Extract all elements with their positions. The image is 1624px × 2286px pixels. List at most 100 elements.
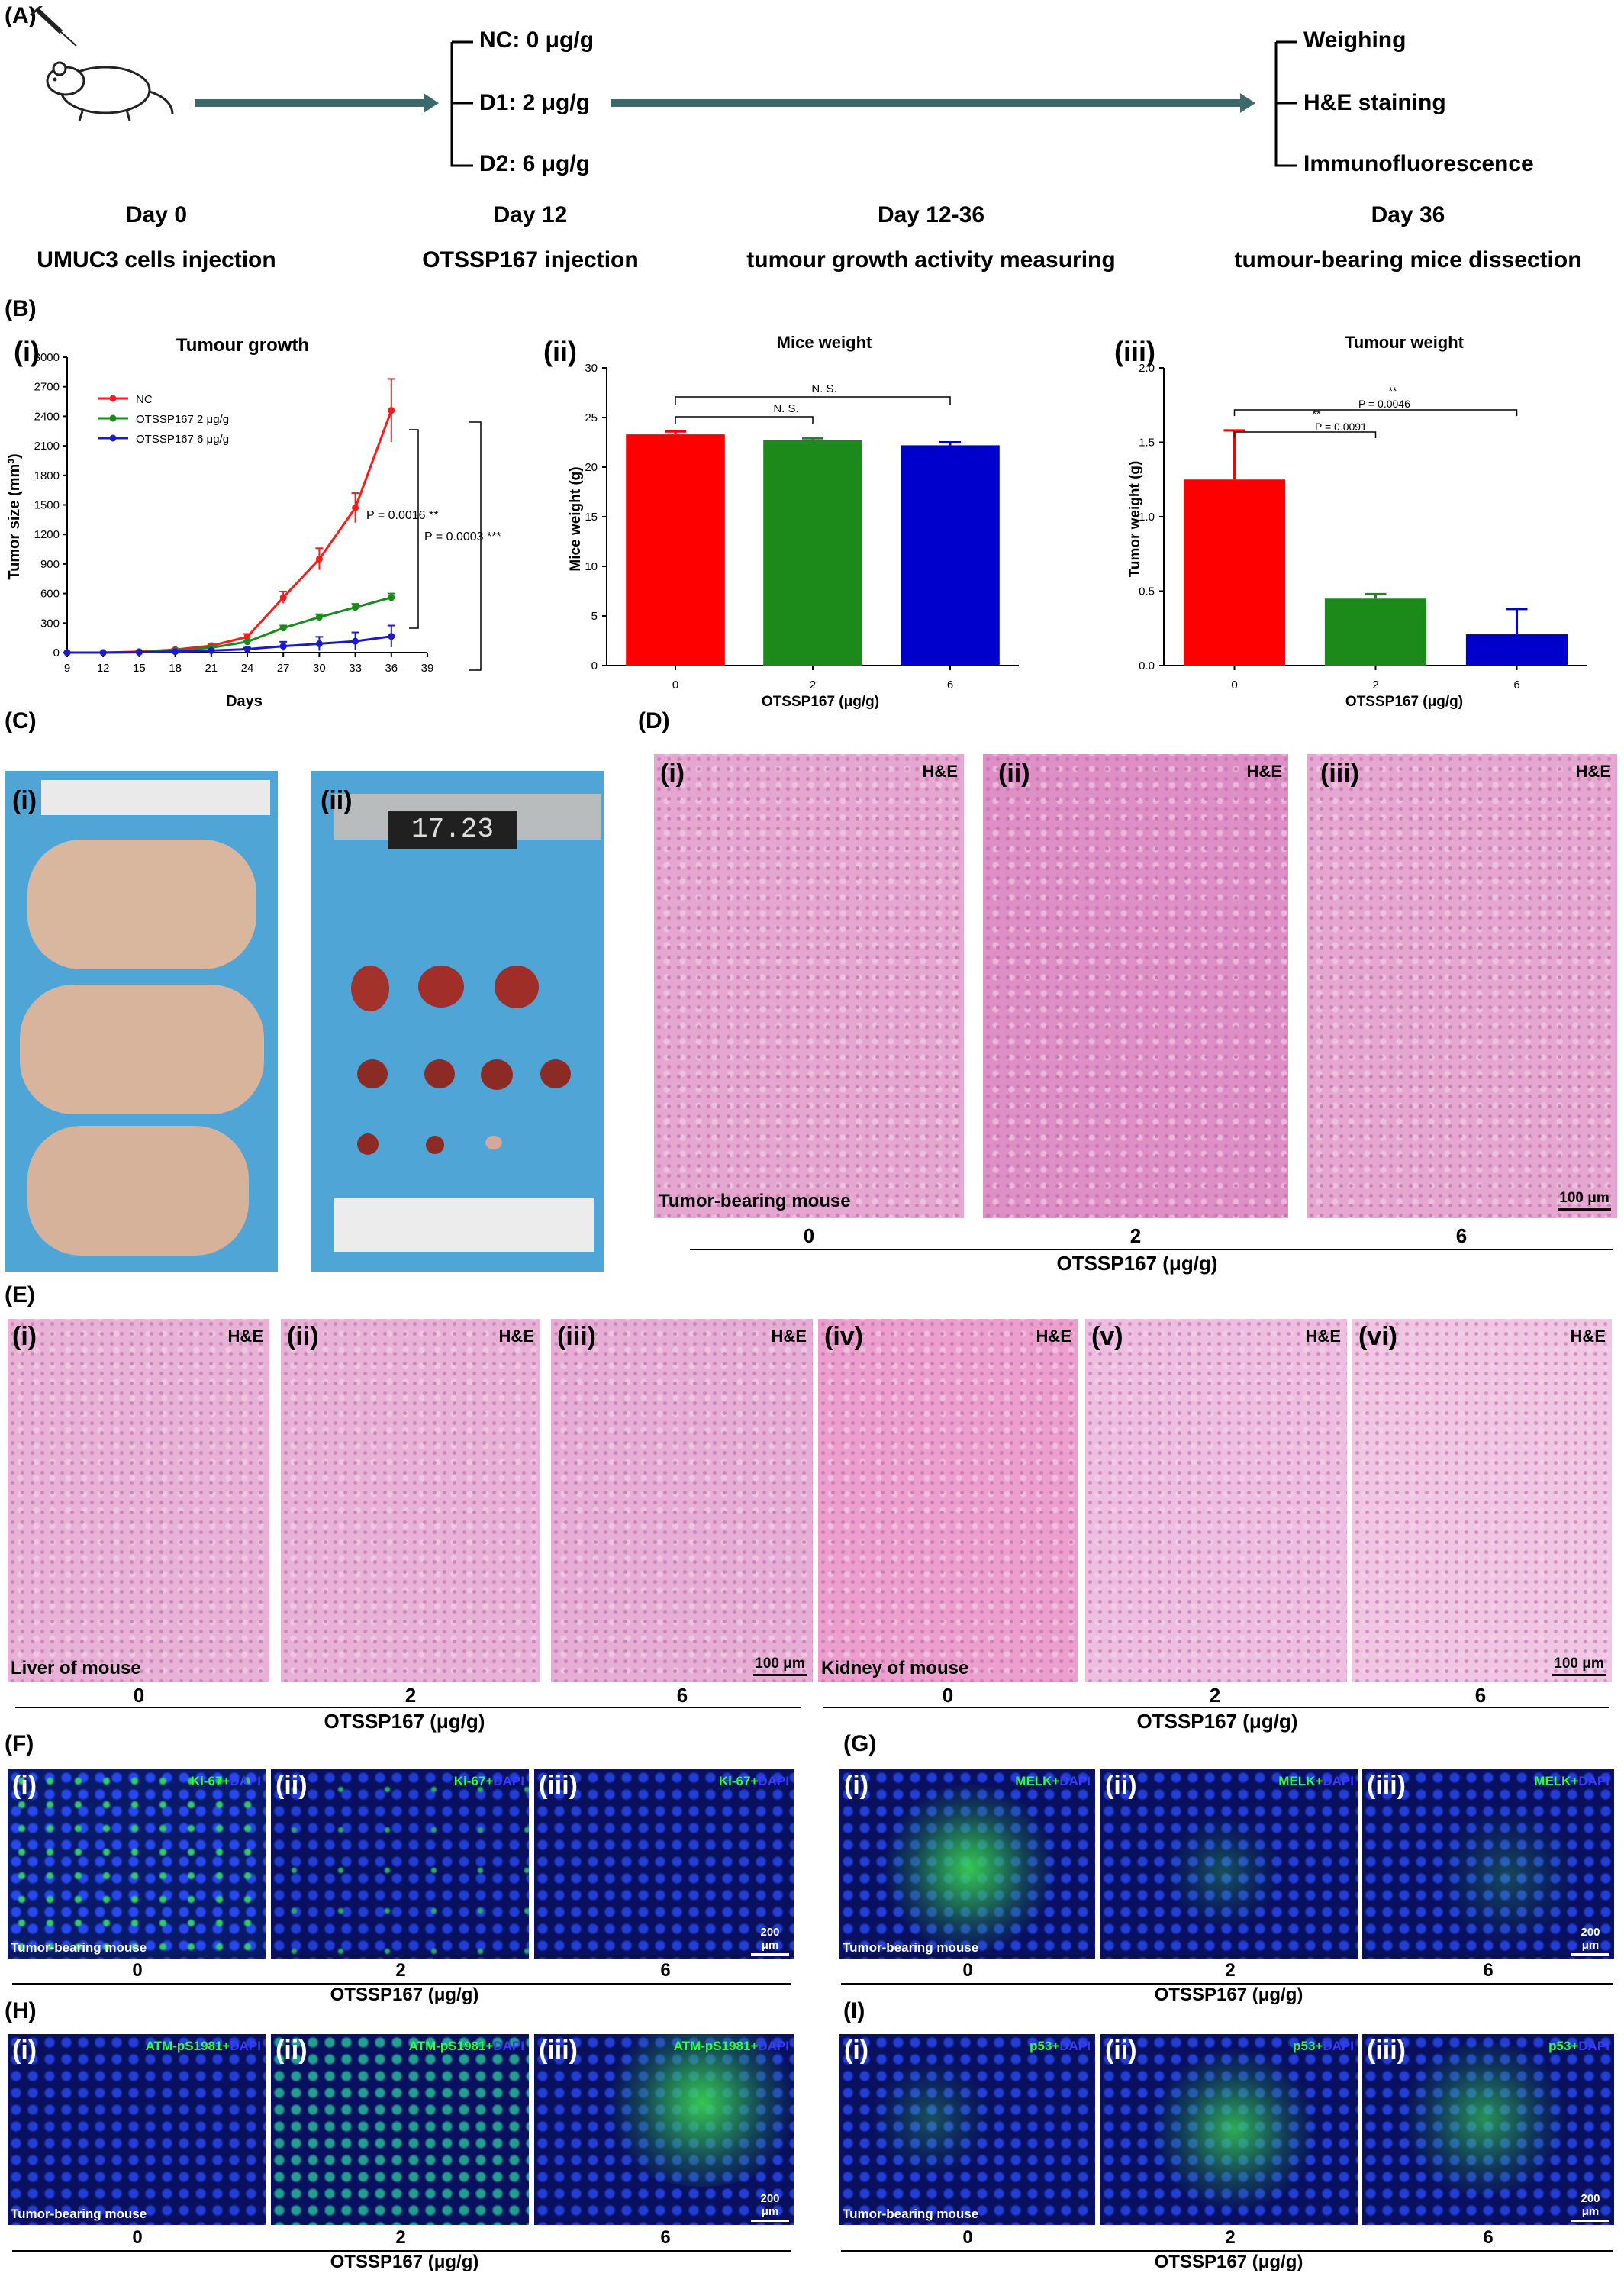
- panel-h-i-dapi: DAPI: [230, 2039, 261, 2053]
- chart3-title: Tumour weight: [1345, 333, 1464, 352]
- chart1-legend-marker: [109, 414, 117, 422]
- he-tumour-6: (iii) H&E 100 μm: [1307, 754, 1617, 1218]
- chart2-xtick-label: 0: [672, 679, 678, 692]
- chart3-xtick-label: 2: [1372, 679, 1378, 692]
- he-liver-6: (iii) H&E 100 μm: [551, 1319, 813, 1682]
- group-d1-label: D1: 2 μg/g: [479, 90, 591, 115]
- panel-f-dose-6: 6: [660, 1960, 671, 1981]
- panel-i-dose-2: 2: [1225, 2227, 1236, 2248]
- panel-d-ii-label: (ii): [998, 759, 1030, 788]
- tumour-growth-chart: Tumour growth Tumor size (mm³) Days 0 300…: [6, 335, 501, 710]
- chart1-point: [135, 649, 143, 656]
- chart2-ylabel: Mice weight (g): [568, 466, 584, 571]
- mice-group-nc: [27, 840, 256, 969]
- chart1-xtick-label: 36: [385, 662, 398, 675]
- chart1-series-line: [67, 596, 392, 654]
- panel-f-i-marker: Ki-67+: [190, 1774, 230, 1788]
- panel-g-axis-label: OTSSP167 (μg/g): [1154, 1985, 1303, 2005]
- panel-e-liver-dose-6: 6: [676, 1684, 688, 1707]
- if-melk-6: (iii) MELK+DAPI 200 μm: [1362, 1769, 1614, 1959]
- he-tumour-2: (ii) H&E: [983, 754, 1288, 1218]
- chart1-bracket-6: [469, 421, 482, 671]
- mice-photo: (i): [5, 771, 278, 1272]
- panel-h-iii-tag: ATM-pS1981+DAPI: [674, 2039, 789, 2054]
- panel-g-scale-text: 200 μm: [1580, 1926, 1600, 1952]
- chart2-ytick-label: 30: [585, 362, 598, 375]
- chart3-bracket-2: [1233, 409, 1518, 416]
- panel-g-i-tag: MELK+DAPI: [1015, 1774, 1091, 1789]
- panel-f-iii-label: (iii): [539, 1771, 578, 1800]
- panel-e-kidney-dose-2: 2: [1209, 1684, 1221, 1707]
- panel-h-axis-line: [12, 2250, 791, 2252]
- panel-e-v-stain: H&E: [1305, 1327, 1341, 1346]
- panel-d-iii-stain: H&E: [1575, 762, 1611, 781]
- chart1-point: [243, 645, 251, 653]
- group-nc-label: NC: 0 μg/g: [479, 27, 594, 53]
- panel-h-ii-label: (ii): [276, 2036, 308, 2065]
- day12-36-label: Day 12-36: [877, 202, 985, 227]
- chart2-title: Mice weight: [777, 333, 872, 352]
- panel-g-iii-label: (iii): [1367, 1771, 1406, 1800]
- panel-e-i-label: (i): [12, 1322, 37, 1351]
- panel-b-label: (B): [5, 296, 37, 321]
- panel-d-scale-text: 100 μm: [1559, 1190, 1610, 1206]
- chart2-bar: [763, 440, 862, 666]
- chart1-ytick-label: 1200: [34, 528, 60, 541]
- he-liver-2: (ii) H&E: [281, 1319, 540, 1682]
- panel-i-axis-line: [841, 2250, 1613, 2252]
- panel-i-axis-label: OTSSP167 (μg/g): [1154, 2252, 1303, 2272]
- atm-signal-6: [595, 2034, 794, 2187]
- panel-g-iii-dapi: DAPI: [1578, 1774, 1610, 1788]
- chart2-ytick-label: 10: [585, 560, 598, 573]
- panel-e-liver-axis-line: [15, 1707, 801, 1708]
- tumour-d1-4: [540, 1059, 571, 1088]
- chart2-ns-2: N. S.: [811, 382, 836, 395]
- panel-i-i-label: (i): [844, 2036, 869, 2065]
- panel-c-i-label: (i): [12, 786, 37, 815]
- chart2-ytick-label: 15: [585, 511, 598, 524]
- panel-e-kidney-scale-text: 100 μm: [1554, 1656, 1604, 1672]
- panel-d-ii-stain: H&E: [1246, 762, 1282, 781]
- chart1-xtick-label: 33: [349, 662, 362, 675]
- chart3-xtick-label: 6: [1513, 679, 1519, 692]
- chart1-series-line: [67, 410, 393, 654]
- panel-h-scale-bar: 200 μm: [751, 2192, 789, 2222]
- panel-g-dose-0: 0: [962, 1960, 973, 1981]
- if-melk-2: (ii) MELK+DAPI: [1100, 1769, 1358, 1959]
- panel-e-liver-dose-2: 2: [404, 1684, 417, 1707]
- ruler-bottom: [334, 1198, 594, 1252]
- chart1-ytick-label: 2100: [34, 440, 60, 453]
- panel-i-ii-dapi: DAPI: [1323, 2039, 1354, 2053]
- panel-f-iii-marker: Ki-67+: [718, 1774, 759, 1788]
- chart3-ylabel: Tumor weight (g): [1127, 461, 1143, 578]
- chart3-bar: [1183, 479, 1286, 666]
- panel-h-dose-2: 2: [395, 2227, 406, 2248]
- panel-f-axis-label: OTSSP167 (μg/g): [330, 1985, 479, 2005]
- panel-f-ii-marker: Ki-67+: [453, 1774, 494, 1788]
- panel-i-dose-6: 6: [1483, 2227, 1494, 2248]
- chart1-legend-marker: [109, 395, 117, 402]
- mice-group-d2: [27, 1126, 249, 1256]
- group-d2-label: D2: 6 μg/g: [479, 151, 591, 176]
- chart3-pval-2: P = 0.0046: [1358, 398, 1410, 410]
- panel-d-dose-0: 0: [803, 1224, 815, 1247]
- chart3-ytick-label: 1.5: [1139, 437, 1155, 450]
- panel-h-iii-dapi: DAPI: [758, 2039, 789, 2053]
- p53-signal-6: [1393, 2042, 1576, 2194]
- tumour-d1-2: [424, 1059, 455, 1088]
- panel-d-axis-line: [690, 1249, 1613, 1250]
- p53-signal-2: [1146, 2049, 1322, 2210]
- panel-f-scale-text: 200 μm: [760, 1926, 780, 1952]
- panel-f-scale-bar: 200 μm: [751, 1926, 789, 1956]
- mouse-syringe-icon: [30, 6, 174, 121]
- panel-f-i-label: (i): [12, 1771, 37, 1800]
- chart1-legend-label: NC: [136, 393, 153, 406]
- chart1-pval-2: P = 0.0016 **: [366, 509, 438, 522]
- panel-g-iii-tag: MELK+DAPI: [1534, 1774, 1610, 1789]
- panel-g-ii-label: (ii): [1105, 1771, 1137, 1800]
- panel-i-i-dapi: DAPI: [1059, 2039, 1091, 2053]
- mice-weight-chart: Mice weight Mice weight (g) OTSSP167 (μg…: [568, 333, 1019, 710]
- chart2-bar: [901, 445, 1000, 666]
- chart2-ytick-label: 5: [591, 610, 598, 623]
- chart2-bar: [626, 434, 725, 666]
